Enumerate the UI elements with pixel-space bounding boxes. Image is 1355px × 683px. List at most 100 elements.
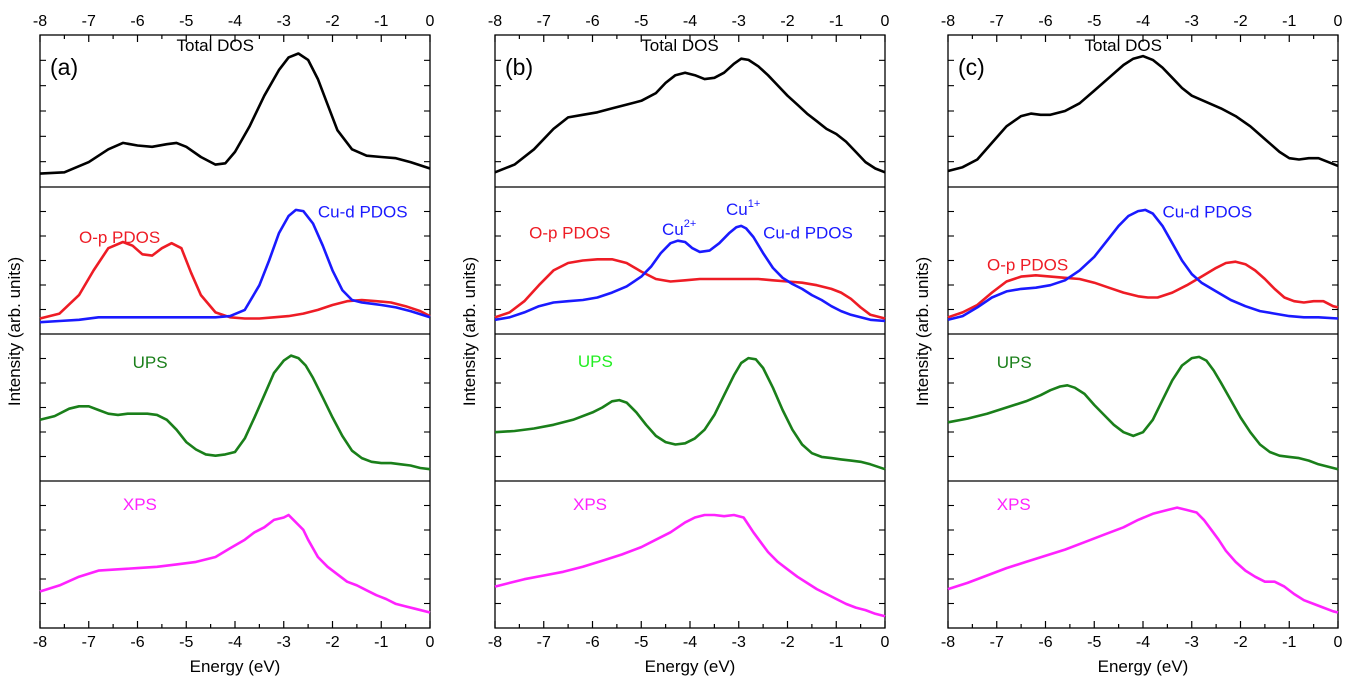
x-tick-label-top: -3 bbox=[732, 13, 746, 30]
total-series-0 bbox=[947, 54, 1339, 173]
x-tick-label-bottom: -8 bbox=[488, 634, 502, 651]
cu2plus-label: Cu2+ bbox=[662, 218, 696, 239]
panel-0: -8 -8 -7 -7 -6 -6 -5 -5 -4 -4 -3 -3 -2 -2 -1 -1 0 0 Energy… bbox=[5, 13, 435, 676]
y-axis-title: Intensity (arb. units) bbox=[5, 257, 24, 406]
panel-frame bbox=[494, 34, 886, 629]
total-series-0 bbox=[39, 52, 431, 175]
x-tick-label-bottom: -6 bbox=[130, 634, 144, 651]
x-tick-label-top: -7 bbox=[990, 13, 1004, 30]
x-tick-label-top: -5 bbox=[179, 13, 193, 30]
x-tick-label-top: -1 bbox=[374, 13, 388, 30]
y-axis-title: Intensity (arb. units) bbox=[913, 257, 932, 406]
x-axis-title: Energy (eV) bbox=[1098, 657, 1189, 676]
x-tick-label-top: -2 bbox=[325, 13, 339, 30]
pdos-annotation: O-p PDOS bbox=[987, 255, 1068, 274]
x-tick-label-top: 0 bbox=[881, 13, 890, 30]
x-axis-title: Energy (eV) bbox=[190, 657, 281, 676]
pdos-series-1 bbox=[494, 224, 886, 323]
panel-frame bbox=[947, 34, 1339, 629]
pdos-series-1 bbox=[39, 208, 431, 324]
x-tick-label-top: -6 bbox=[1038, 13, 1052, 30]
x-tick-label-top: -8 bbox=[488, 13, 502, 30]
x-tick-label-bottom: -5 bbox=[1087, 634, 1101, 651]
x-tick-label-bottom: 0 bbox=[881, 634, 890, 651]
x-tick-label-bottom: -7 bbox=[82, 634, 96, 651]
ups-annotation: UPS bbox=[133, 353, 168, 372]
panel-label: (c) bbox=[958, 54, 985, 80]
total-series-0 bbox=[494, 57, 886, 174]
x-tick-label-bottom: -7 bbox=[537, 634, 551, 651]
xps-series-0 bbox=[39, 513, 431, 614]
x-tick-label-bottom: -3 bbox=[277, 634, 291, 651]
x-tick-label-bottom: -4 bbox=[1136, 634, 1150, 651]
panel-2: -8 -8 -7 -7 -6 -6 -5 -5 -4 -4 -3 -3 -2 -2 -1 -1 0 0 Energy… bbox=[913, 13, 1343, 676]
pdos-series-0 bbox=[494, 258, 886, 320]
x-tick-label-bottom: -8 bbox=[33, 634, 47, 651]
x-tick-label-bottom: -5 bbox=[634, 634, 648, 651]
x-tick-label-bottom: -2 bbox=[780, 634, 794, 651]
x-tick-label-top: -8 bbox=[33, 13, 47, 30]
x-tick-label-bottom: -8 bbox=[941, 634, 955, 651]
xps-annotation: XPS bbox=[573, 495, 607, 514]
x-tick-label-top: -5 bbox=[1087, 13, 1101, 30]
x-tick-label-top: -6 bbox=[585, 13, 599, 30]
ups-series-0 bbox=[39, 354, 431, 471]
x-tick-label-bottom: -6 bbox=[1038, 634, 1052, 651]
x-tick-label-bottom: -3 bbox=[1185, 634, 1199, 651]
panel-label: (a) bbox=[50, 54, 78, 80]
panel-label: (b) bbox=[505, 54, 533, 80]
x-axis-title: Energy (eV) bbox=[645, 657, 736, 676]
pdos-annotation: Cu-d PDOS bbox=[318, 202, 408, 221]
x-tick-label-bottom: -4 bbox=[228, 634, 242, 651]
pdos-series-0 bbox=[947, 260, 1339, 319]
x-tick-label-top: -7 bbox=[537, 13, 551, 30]
x-tick-label-bottom: -5 bbox=[179, 634, 193, 651]
x-tick-label-bottom: -2 bbox=[325, 634, 339, 651]
x-tick-label-bottom: 0 bbox=[1334, 634, 1343, 651]
ups-annotation: UPS bbox=[578, 352, 613, 371]
y-axis-title: Intensity (arb. units) bbox=[460, 257, 479, 406]
x-tick-label-bottom: -2 bbox=[1233, 634, 1247, 651]
x-tick-label-bottom: 0 bbox=[426, 634, 435, 651]
x-tick-label-top: -3 bbox=[1185, 13, 1199, 30]
x-tick-label-top: -4 bbox=[1136, 13, 1150, 30]
total-annotation: Total DOS bbox=[1085, 36, 1162, 55]
xps-series-0 bbox=[947, 506, 1339, 614]
x-tick-label-bottom: -1 bbox=[1282, 634, 1296, 651]
pdos-annotation: O-p PDOS bbox=[529, 223, 610, 242]
panel-1: -8 -8 -7 -7 -6 -6 -5 -5 -4 -4 -3 -3 -2 -2 -1 -1 0 0 Energy… bbox=[460, 13, 890, 676]
pdos-series-0 bbox=[39, 240, 431, 320]
x-tick-label-top: -1 bbox=[1282, 13, 1296, 30]
pdos-annotation: Cu-d PDOS bbox=[1163, 202, 1253, 221]
x-tick-label-bottom: -7 bbox=[990, 634, 1004, 651]
x-tick-label-top: 0 bbox=[1334, 13, 1343, 30]
x-tick-label-top: -6 bbox=[130, 13, 144, 30]
x-tick-label-bottom: -1 bbox=[374, 634, 388, 651]
total-annotation: Total DOS bbox=[177, 36, 254, 55]
pdos-annotation: Cu-d PDOS bbox=[763, 223, 853, 242]
pdos-series-1 bbox=[947, 208, 1339, 322]
pdos-annotation: O-p PDOS bbox=[79, 228, 160, 247]
x-tick-label-top: -5 bbox=[634, 13, 648, 30]
x-tick-label-bottom: -4 bbox=[683, 634, 697, 651]
total-annotation: Total DOS bbox=[641, 36, 718, 55]
panel-frame bbox=[39, 34, 431, 629]
x-tick-label-top: -7 bbox=[82, 13, 96, 30]
x-tick-label-top: -2 bbox=[780, 13, 794, 30]
ups-annotation: UPS bbox=[997, 353, 1032, 372]
x-tick-label-top: -4 bbox=[683, 13, 697, 30]
x-tick-label-bottom: -6 bbox=[585, 634, 599, 651]
x-tick-label-top: -1 bbox=[829, 13, 843, 30]
x-tick-label-top: -4 bbox=[228, 13, 242, 30]
x-tick-label-top: -3 bbox=[277, 13, 291, 30]
ups-series-0 bbox=[494, 356, 886, 471]
xps-series-0 bbox=[494, 513, 886, 618]
x-tick-label-top: -8 bbox=[941, 13, 955, 30]
ups-series-0 bbox=[947, 355, 1339, 471]
cu1plus-label: Cu1+ bbox=[726, 198, 760, 219]
xps-annotation: XPS bbox=[997, 495, 1031, 514]
xps-annotation: XPS bbox=[123, 495, 157, 514]
x-tick-label-top: -2 bbox=[1233, 13, 1247, 30]
x-tick-label-bottom: -3 bbox=[732, 634, 746, 651]
